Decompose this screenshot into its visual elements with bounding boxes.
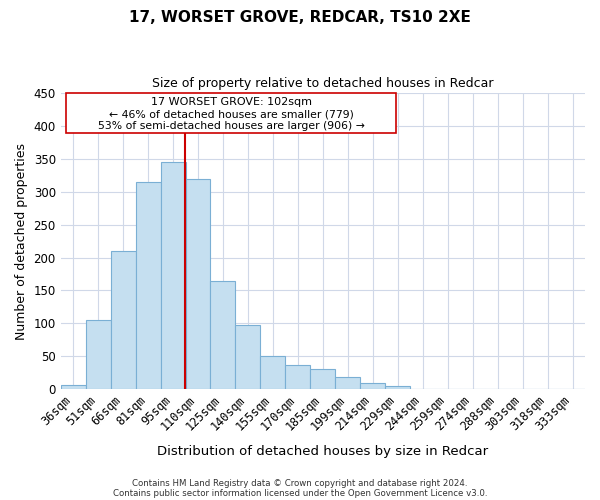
Bar — [61, 385, 86, 389]
Bar — [86, 320, 110, 389]
Text: 53% of semi-detached houses are larger (906) →: 53% of semi-detached houses are larger (… — [98, 121, 365, 131]
Bar — [310, 370, 335, 389]
Bar — [235, 326, 260, 389]
Bar — [136, 182, 161, 389]
Bar — [385, 386, 410, 389]
Bar — [161, 162, 185, 389]
Text: Contains public sector information licensed under the Open Government Licence v3: Contains public sector information licen… — [113, 488, 487, 498]
Text: Contains HM Land Registry data © Crown copyright and database right 2024.: Contains HM Land Registry data © Crown c… — [132, 478, 468, 488]
FancyBboxPatch shape — [66, 93, 396, 133]
Bar — [260, 356, 286, 389]
Y-axis label: Number of detached properties: Number of detached properties — [15, 142, 28, 340]
Text: 17, WORSET GROVE, REDCAR, TS10 2XE: 17, WORSET GROVE, REDCAR, TS10 2XE — [129, 10, 471, 25]
Bar — [286, 365, 310, 389]
Text: 17 WORSET GROVE: 102sqm: 17 WORSET GROVE: 102sqm — [151, 97, 311, 107]
X-axis label: Distribution of detached houses by size in Redcar: Distribution of detached houses by size … — [157, 444, 488, 458]
Bar — [211, 280, 235, 389]
Bar — [185, 178, 211, 389]
Bar — [360, 383, 385, 389]
Bar — [110, 251, 136, 389]
Title: Size of property relative to detached houses in Redcar: Size of property relative to detached ho… — [152, 78, 494, 90]
Bar — [335, 378, 360, 389]
Text: ← 46% of detached houses are smaller (779): ← 46% of detached houses are smaller (77… — [109, 109, 353, 119]
